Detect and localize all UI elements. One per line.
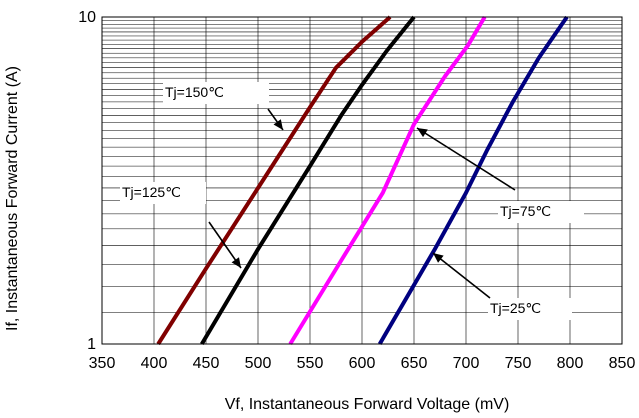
annotation-bg [498,201,584,223]
series-layer [156,15,569,346]
annotation-arrowhead [231,257,241,268]
x-tick-label: 750 [505,355,532,372]
x-tick-labels: 350 400 450 500 550 600 650 700 750 800 850 [89,355,636,372]
x-tick-label: 650 [401,355,428,372]
plot-frame [101,16,623,345]
series-annotation-label: Tj=125℃ [122,184,181,200]
series-annotation-label: Tj=150℃ [165,84,224,100]
x-tick-label: 400 [141,355,168,372]
annotation-arrowhead [417,128,428,138]
series-line-3 [288,15,487,346]
series-line-4 [377,15,569,346]
x-tick-label: 350 [89,355,116,372]
y-tick-label: 10 [78,9,96,26]
x-tick-label: 450 [193,355,220,372]
series-line-2 [200,15,416,346]
x-tick-label: 800 [557,355,584,372]
y-tick-labels: 1 10 [78,9,96,353]
annotation-bg [163,82,269,104]
series-line-1 [156,15,392,346]
annotation-arrow-line [416,127,516,191]
grid-major [101,17,623,344]
y-axis-title: If, Instantaneous Forward Current (A) [4,66,21,331]
x-axis-title: Vf, Instantaneous Forward Voltage (mV) [225,396,510,413]
x-tick-label: 500 [245,355,272,372]
x-tick-label: 700 [453,355,480,372]
annotation-arrow-line [432,252,491,299]
series-annotation-label: Tj=25℃ [490,300,541,316]
x-tick-label: 850 [609,355,636,372]
annotation-arrowhead [433,253,444,263]
series-annotation-label: Tj=75℃ [500,203,551,219]
y-tick-label: 1 [87,336,96,353]
annotation-bg [488,298,572,320]
annotation-bg [120,182,206,204]
annotation-layer: Tj=150℃ Tj=125℃ Tj=75℃ Tj=25℃ [120,82,584,320]
x-tick-label: 550 [297,355,324,372]
annotation-arrowhead [273,119,283,130]
x-tick-label: 600 [349,355,376,372]
